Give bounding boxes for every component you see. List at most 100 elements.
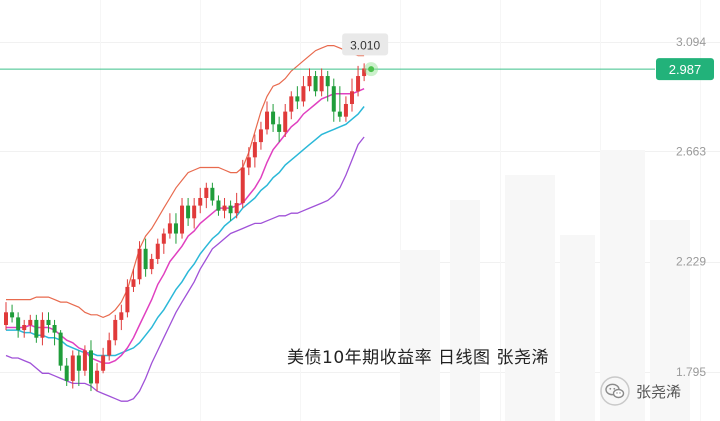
candle xyxy=(113,314,118,346)
candle xyxy=(167,213,172,239)
candle xyxy=(137,241,142,285)
candle-body xyxy=(283,111,288,132)
candle-body xyxy=(349,91,354,104)
candle xyxy=(125,279,130,318)
candle-body xyxy=(192,205,197,219)
candle-body xyxy=(198,197,203,206)
candle xyxy=(34,314,39,343)
candle xyxy=(52,319,57,346)
chart-caption: 美债10年期收益率 日线图 张尧浠 xyxy=(287,348,549,368)
candle xyxy=(258,121,263,150)
candle xyxy=(252,134,257,168)
candle xyxy=(10,304,15,323)
candle xyxy=(28,314,33,333)
candle xyxy=(82,345,87,376)
candle xyxy=(356,65,361,97)
candle xyxy=(4,302,8,331)
candle-body xyxy=(22,325,27,331)
candle-body xyxy=(125,286,130,313)
background-building xyxy=(600,150,645,421)
candle-body xyxy=(34,319,39,338)
candle-body xyxy=(28,319,33,326)
high-value-box xyxy=(342,33,389,56)
candle-body xyxy=(64,365,69,381)
candle-body xyxy=(252,142,257,158)
candle xyxy=(16,312,21,338)
candle xyxy=(192,197,197,229)
price-markers: 2.987 3.010 xyxy=(342,33,714,81)
candle-body xyxy=(258,129,263,143)
candle xyxy=(22,319,27,338)
candle xyxy=(271,103,276,132)
candles xyxy=(4,63,367,392)
candle-body xyxy=(277,124,282,132)
candle xyxy=(180,197,185,239)
candle xyxy=(101,347,106,374)
candle-body xyxy=(343,103,348,117)
candle-body xyxy=(131,279,136,287)
watermark-label: 张尧浠 xyxy=(636,382,682,401)
candle-body xyxy=(362,68,367,77)
candle xyxy=(107,332,112,361)
candle xyxy=(46,312,51,333)
candle-body xyxy=(40,319,45,338)
candle xyxy=(349,78,354,112)
candle xyxy=(234,192,239,219)
candle xyxy=(173,213,178,244)
y-tick-label: 3.094 xyxy=(676,35,706,49)
candle-body xyxy=(10,312,15,318)
candle-body xyxy=(331,86,336,112)
y-tick-label: 2.663 xyxy=(676,144,706,158)
candle xyxy=(362,63,367,82)
candle-body xyxy=(265,111,270,130)
background-building xyxy=(400,250,440,421)
candle-body xyxy=(155,243,160,259)
moving-average-slow-line xyxy=(6,106,365,357)
candle-body xyxy=(325,76,330,87)
background-building xyxy=(560,235,595,421)
candle-body xyxy=(4,312,8,326)
candle-body xyxy=(137,248,142,280)
candle xyxy=(64,358,69,386)
candle xyxy=(246,147,251,176)
candle-body xyxy=(52,325,57,333)
candle-body xyxy=(246,157,251,168)
current-price-tag xyxy=(656,58,714,81)
candle-body xyxy=(76,355,81,371)
candle-body xyxy=(222,205,227,211)
candle xyxy=(88,340,93,392)
candle xyxy=(58,330,63,371)
candle-body xyxy=(307,76,312,87)
candle xyxy=(331,78,336,122)
candle xyxy=(198,187,203,214)
candle xyxy=(155,238,160,265)
candle xyxy=(143,238,148,277)
moving-average-fast-line xyxy=(6,88,365,364)
candle xyxy=(289,91,294,120)
watermark: 张尧浠 xyxy=(600,376,681,406)
candle-body xyxy=(356,76,361,92)
candle-body xyxy=(240,167,245,204)
bollinger-upper-line xyxy=(6,44,365,319)
candle xyxy=(119,304,124,331)
current-price-label: 2.987 xyxy=(669,62,702,77)
candle-body xyxy=(234,203,239,214)
y-axis: 3.094 2.663 2.229 1.795 xyxy=(676,35,706,379)
candle-body xyxy=(301,86,306,102)
candle xyxy=(337,86,342,122)
candle-body xyxy=(113,319,118,341)
candle-body xyxy=(289,96,294,112)
candle xyxy=(76,350,81,386)
candle-body xyxy=(101,355,106,371)
candle-body xyxy=(16,317,21,331)
background-building xyxy=(650,220,690,421)
wechat-icon xyxy=(600,376,630,406)
candle-body xyxy=(70,355,75,381)
candle xyxy=(301,76,306,107)
candle-body xyxy=(180,205,185,234)
candle-body xyxy=(295,96,300,102)
candle xyxy=(40,312,45,346)
candle xyxy=(222,197,227,219)
